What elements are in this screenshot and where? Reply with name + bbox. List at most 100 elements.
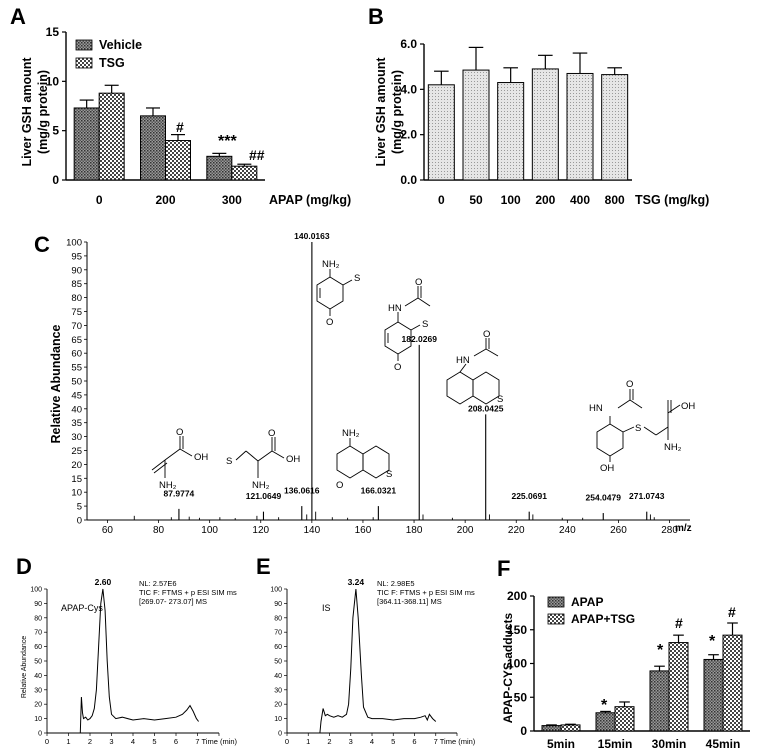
peak-label: 166.0321 (361, 486, 397, 496)
y-tick-label: 20 (71, 460, 82, 471)
y-tick-label: 0 (520, 724, 527, 738)
x-tick-label: 140 (304, 525, 321, 536)
bar (560, 724, 581, 732)
panel-e-axes: 0102030405060708090100012345678Time (min… (270, 587, 475, 747)
y-tick-label: 70 (34, 630, 42, 637)
trace (319, 588, 437, 734)
panel-f-ylabel: APAP-CYS adducts (501, 612, 515, 723)
structure-140-0163 (316, 269, 353, 316)
y-tick-label: 30 (34, 687, 42, 694)
structure-1-nh2: NH₂ (159, 480, 177, 491)
structure-6-hn: HN (456, 355, 470, 366)
y-tick-label: 100 (270, 587, 282, 594)
peak-label: 3.24 (348, 577, 365, 587)
y-tick-label: 90 (34, 601, 42, 608)
panel-b-ylabel-1: Liver GSH amount (374, 57, 388, 167)
x-tick-label: 1 (66, 737, 70, 746)
y-tick-label: 60 (71, 349, 82, 360)
panel-d-info-2: TIC F: FTMS + p ESI SIM ms (139, 588, 237, 597)
x-tick-label: 0 (285, 737, 289, 746)
panel-d-compound: APAP-Cys (61, 603, 103, 613)
structure-3-o: O (326, 317, 333, 328)
bar (595, 712, 616, 732)
annotation-double-hash: ## (249, 147, 265, 163)
y-tick-label: 80 (71, 293, 82, 304)
panel-b-xlabel: TSG (mg/kg) (635, 193, 709, 207)
structure-87-9774 (151, 436, 193, 478)
y-tick-label: 10 (71, 488, 82, 499)
legend-swatch-apap-tsg (547, 613, 565, 625)
panel-d-ylabel: Relative Abundance (21, 636, 28, 698)
panel-b-axes: 0.0 2.0 4.0 6.0 0 50 100 200 400 800 (400, 37, 632, 207)
structure-4-o-bottom: O (394, 362, 401, 373)
y-tick-label: 200 (507, 589, 527, 603)
x-tick-label: 7 (434, 737, 438, 746)
x-tick-label: 100 (201, 525, 218, 536)
y-tick-label: 70 (274, 630, 282, 637)
x-tick-label: 5 (152, 737, 156, 746)
bar (427, 84, 455, 181)
structure-1-oh: OH (194, 452, 208, 463)
legend-swatch-apap (547, 596, 565, 608)
panel-e: E 0102030405060708090100012345678Time (m… (256, 554, 476, 746)
structure-7-hn: HN (589, 403, 603, 414)
y-tick-label: 15 (71, 474, 82, 485)
panel-d-trace: 2.60 (79, 577, 199, 734)
x-tick-label: 200 (155, 193, 175, 207)
y-tick-label: 20 (274, 702, 282, 709)
structure-271-0743 (596, 389, 681, 462)
panel-a-xlabel: APAP (mg/kg) (269, 193, 351, 207)
y-tick-label: 45 (71, 390, 82, 401)
y-tick-label: 40 (34, 673, 42, 680)
structure-6-o-top: O (483, 329, 490, 340)
y-tick-label: 80 (34, 615, 42, 622)
x-tick-label: 120 (252, 525, 269, 536)
structure-6-s: S (497, 394, 503, 405)
y-tick-label: 20 (34, 702, 42, 709)
y-tick-label: 50 (514, 690, 528, 704)
panel-d-xlabel: Time (min) (202, 737, 238, 746)
annotation-hash-45min: # (728, 604, 736, 620)
structure-7-s: S (635, 423, 641, 434)
y-tick-label: 0.0 (400, 173, 417, 187)
x-tick-label: 180 (406, 525, 423, 536)
x-tick-label: 0 (96, 193, 103, 207)
y-tick-label: 60 (34, 644, 42, 651)
panel-b-ylabel-2: (mg/g protein) (390, 70, 404, 154)
y-tick-label: 90 (274, 601, 282, 608)
annotation-triple-star: *** (218, 133, 237, 150)
bar (614, 706, 635, 732)
structure-4-hn: HN (388, 303, 402, 314)
x-tick-label: 0 (438, 193, 445, 207)
annotation-star-45min: * (709, 633, 716, 650)
y-tick-label: 10 (274, 716, 282, 723)
peak-label: 121.0649 (246, 491, 282, 501)
peak-label: 254.0479 (586, 493, 622, 503)
panel-a: A Liver GSH amount (mg/g protein) 0 5 10 15… (10, 4, 351, 207)
y-tick-label: 4.0 (400, 82, 417, 96)
peak-label: 225.0691 (511, 491, 547, 501)
y-tick-label: 15 (46, 25, 60, 39)
x-tick-label: 3 (109, 737, 113, 746)
y-tick-label: 60 (274, 644, 282, 651)
structure-3-s: S (354, 273, 360, 284)
y-tick-label: 0 (38, 731, 42, 738)
legend-label-tsg: TSG (99, 56, 125, 70)
panel-f: F APAP-CYS adducts 0 50 100 150 200 5min 15min… (497, 556, 750, 751)
y-tick-label: 50 (274, 659, 282, 666)
structure-1-o: O (176, 427, 183, 438)
y-tick-label: 30 (274, 687, 282, 694)
structure-166-0321 (336, 438, 390, 479)
x-tick-label: 2 (88, 737, 92, 746)
legend-label-apap: APAP (571, 595, 603, 609)
panel-c: C Relative Abundance 0 5 10 15 20 25 30 35 40 45 5… (34, 231, 695, 536)
panel-e-info-1: NL: 2.98E5 (377, 579, 415, 588)
panel-c-letter: C (34, 232, 50, 257)
y-tick-label: 50 (71, 377, 82, 388)
y-tick-label: 50 (34, 659, 42, 666)
x-tick-label: 5 (391, 737, 395, 746)
y-tick-label: 35 (71, 418, 82, 429)
panel-e-letter: E (256, 554, 271, 579)
y-tick-label: 150 (507, 623, 527, 637)
